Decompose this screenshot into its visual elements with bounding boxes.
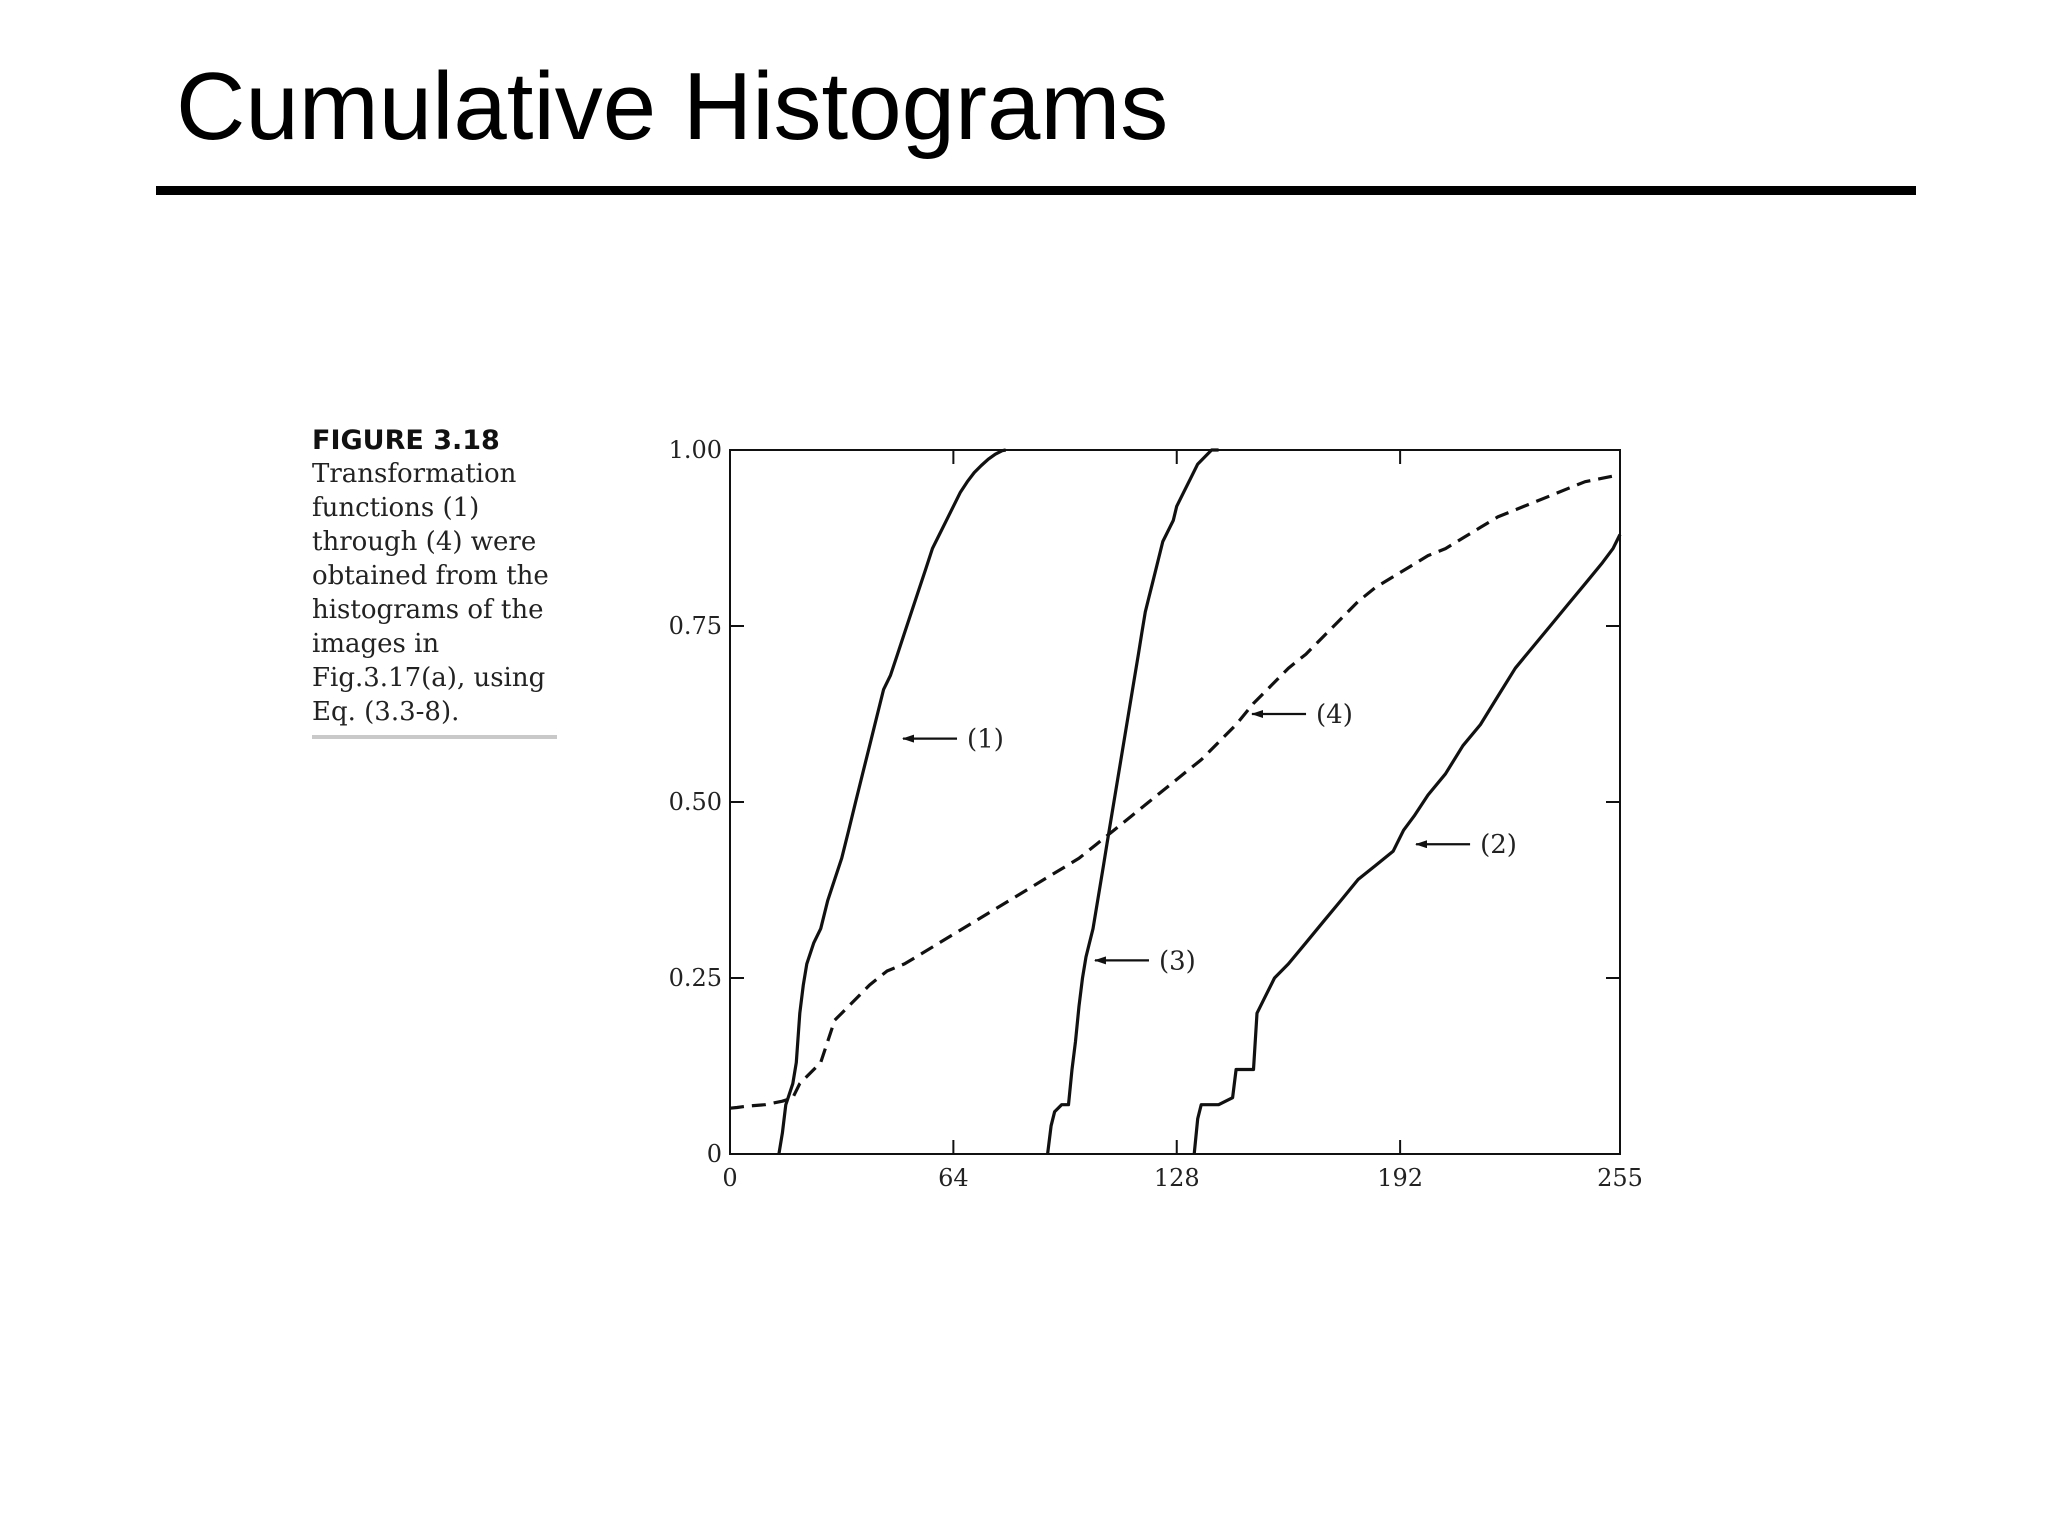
axis-ticks [729, 449, 1621, 1155]
series-lines [729, 448, 1622, 1155]
caption-line: obtained from the [312, 561, 549, 591]
figure-caption-heading: FIGURE 3.18 [312, 425, 500, 456]
caption-line: histograms of the [312, 595, 544, 625]
caption-divider [312, 735, 557, 739]
x-tick-label: 192 [1377, 1164, 1423, 1192]
x-tick-label: 64 [938, 1164, 969, 1192]
series-line-2 [1192, 533, 1622, 1155]
x-tick-label: 128 [1154, 1164, 1200, 1192]
y-tick-label: 0 [707, 1140, 722, 1168]
title-underline [156, 186, 1916, 195]
figure-caption: FIGURE 3.18 Transformation functions (1)… [312, 425, 562, 739]
x-tick-label: 255 [1597, 1164, 1643, 1192]
y-tick-label: 0.25 [669, 964, 722, 992]
y-tick-label: 0.75 [669, 612, 722, 640]
curve-annotations: (1) (2) (3) (4) [902, 700, 1517, 976]
slide-title: Cumulative Histograms [176, 53, 1169, 160]
figure-caption-body: Transformation functions (1) through (4)… [312, 457, 562, 729]
series-line-3 [1046, 448, 1219, 1155]
series-line-1 [777, 448, 1007, 1155]
y-tick-label: 0.50 [669, 788, 722, 816]
annotation-label: (4) [1316, 700, 1353, 730]
annotation-label: (3) [1159, 946, 1196, 976]
series-line-4 [729, 473, 1621, 1110]
caption-line: functions (1) [312, 493, 480, 523]
x-tick-label: 0 [722, 1164, 737, 1192]
axis-tick-labels: 0 64 128 192 255 0 0.25 0.50 0.75 1.00 [669, 436, 1643, 1192]
plot-frame [729, 449, 1621, 1155]
annotation-label: (1) [967, 725, 1004, 755]
caption-line: Eq. (3.3-8). [312, 697, 460, 727]
caption-line: through (4) were [312, 527, 537, 557]
annotation-label: (2) [1480, 830, 1517, 860]
caption-line: Fig.3.17(a), using [312, 663, 546, 693]
y-tick-label: 1.00 [669, 436, 722, 464]
caption-line: Transformation [312, 459, 517, 489]
caption-line: images in [312, 629, 440, 659]
